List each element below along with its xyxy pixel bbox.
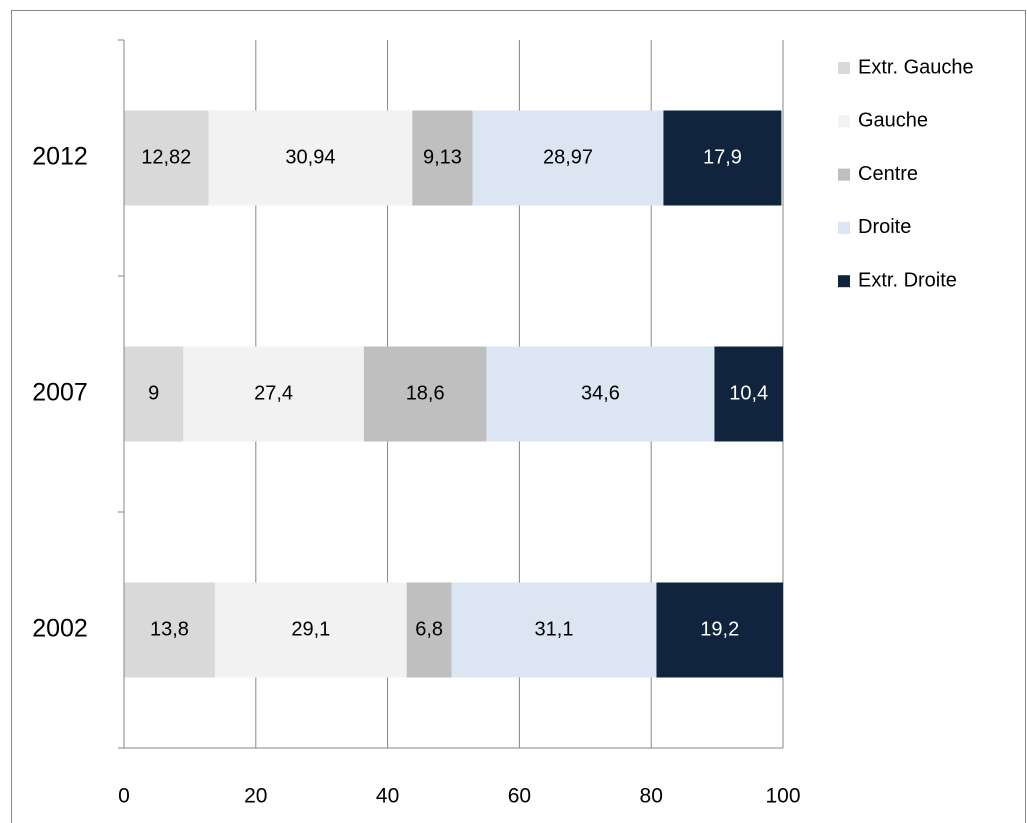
- legend-label: Extr. Gauche: [858, 56, 974, 78]
- data-label: 6,8: [415, 618, 443, 640]
- data-label: 31,1: [535, 618, 574, 640]
- data-label: 34,6: [581, 382, 620, 404]
- bar: [124, 346, 184, 442]
- bar: [412, 110, 473, 206]
- data-label: 13,8: [150, 618, 189, 640]
- data-label: 9,13: [423, 146, 462, 168]
- bar: [406, 582, 452, 678]
- x-tick-label: 60: [508, 785, 531, 808]
- bar: [663, 110, 782, 206]
- x-tick-label: 80: [640, 785, 663, 808]
- y-tick-label: 2012: [32, 143, 88, 171]
- data-label: 27,4: [254, 382, 293, 404]
- bar: [124, 582, 215, 678]
- legend-swatch: [838, 221, 850, 234]
- data-label: 19,2: [700, 618, 739, 640]
- legend-label: Droite: [858, 216, 911, 238]
- legend-label: Centre: [858, 163, 918, 185]
- data-label: 10,4: [729, 382, 768, 404]
- data-label: 30,94: [285, 146, 335, 168]
- data-label: 17,9: [703, 146, 742, 168]
- bar: [124, 110, 209, 206]
- legend-swatch: [838, 115, 850, 128]
- bar: [714, 346, 783, 442]
- legend-swatch: [838, 62, 850, 74]
- x-tick-label: 0: [118, 785, 130, 808]
- data-label: 9: [148, 382, 159, 404]
- bar: [451, 582, 657, 678]
- data-label: 29,1: [291, 618, 330, 640]
- y-tick-label: 2002: [32, 615, 88, 643]
- legend-swatch: [838, 275, 850, 288]
- y-tick-label: 2007: [32, 379, 88, 407]
- bar: [656, 582, 783, 678]
- data-label: 12,82: [141, 146, 191, 168]
- bar: [214, 582, 407, 678]
- x-tick-label: 20: [244, 785, 267, 808]
- bar: [363, 346, 487, 442]
- bar: [183, 346, 364, 442]
- bar: [208, 110, 413, 206]
- bar: [486, 346, 715, 442]
- legend-swatch: [838, 168, 850, 181]
- x-tick-label: 100: [765, 785, 800, 808]
- x-tick-label: 40: [376, 785, 399, 808]
- data-label: 18,6: [406, 382, 445, 404]
- legend-label: Gauche: [858, 110, 928, 132]
- data-label: 28,97: [543, 146, 593, 168]
- legend-label: Extr. Droite: [858, 269, 957, 291]
- bar: [472, 110, 664, 206]
